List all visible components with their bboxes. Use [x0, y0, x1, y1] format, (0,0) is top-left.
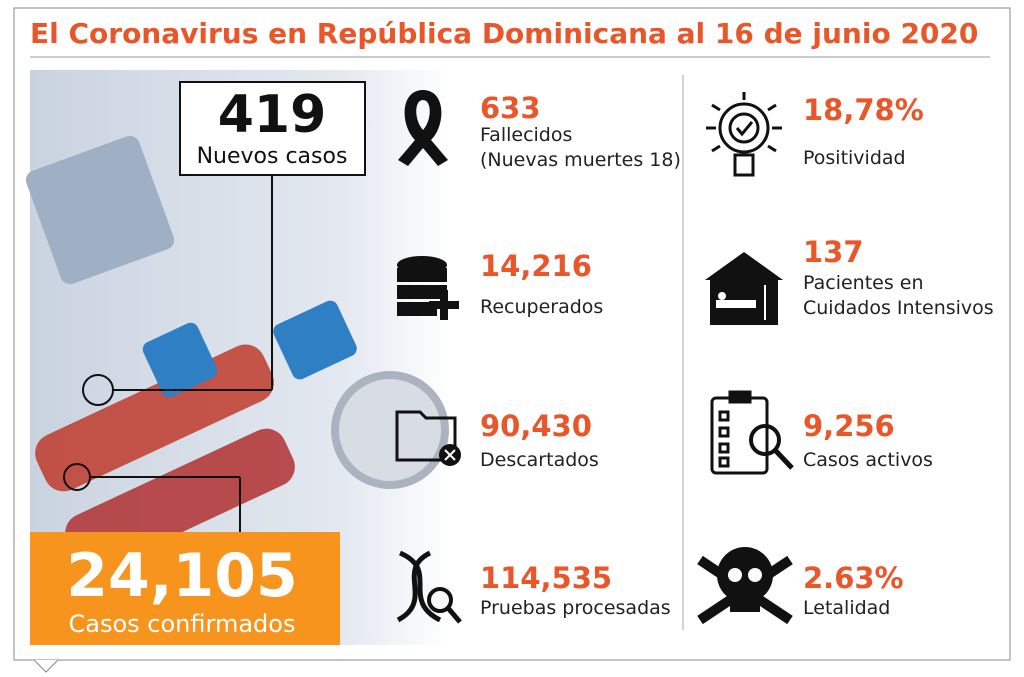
stat-value: 137 — [803, 235, 864, 269]
stat-label: (Nuevas muertes 18) — [480, 149, 681, 171]
stat-label: Letalidad — [803, 597, 890, 619]
stat-label: Positividad — [803, 147, 906, 169]
stat-value: 2.63% — [803, 561, 904, 595]
confirmed-value: 24,105 — [66, 541, 298, 611]
bulb-icon — [706, 92, 782, 177]
stat-label: Fallecidos — [480, 124, 572, 146]
new-cases-value: 419 — [218, 85, 327, 145]
stat-label: Descartados — [480, 449, 599, 471]
database-icon — [397, 256, 459, 320]
folder-icon — [395, 410, 461, 466]
stat-label: Recuperados — [480, 296, 603, 318]
icu-icon — [705, 252, 783, 325]
dna-icon — [396, 550, 462, 624]
stat-label: Pacientes en — [803, 272, 924, 294]
title: El Coronavirus en República Dominicana a… — [30, 17, 978, 50]
clipboard-icon — [710, 390, 794, 475]
new-cases-callout: 419 Nuevos casos — [82, 81, 366, 406]
new-cases-label: Nuevos casos — [197, 144, 348, 169]
confirmed-label: Casos confirmados — [69, 610, 296, 638]
frame-pointer — [33, 659, 59, 673]
stat-label: Pruebas procesadas — [480, 597, 671, 619]
stat-label: Casos activos — [803, 449, 933, 471]
confirmed-callout: 24,105 Casos confirmados — [30, 463, 340, 645]
stat-value: 9,256 — [803, 409, 895, 443]
stat-value: 114,535 — [480, 561, 612, 595]
stat-value: 14,216 — [480, 249, 592, 283]
ribbon-icon — [398, 90, 448, 166]
stat-label: Cuidados Intensivos — [803, 297, 994, 319]
skull-icon — [697, 547, 793, 625]
stat-value: 90,430 — [480, 409, 592, 443]
stat-value: 633 — [480, 91, 541, 125]
stat-value: 18,78% — [803, 93, 924, 127]
